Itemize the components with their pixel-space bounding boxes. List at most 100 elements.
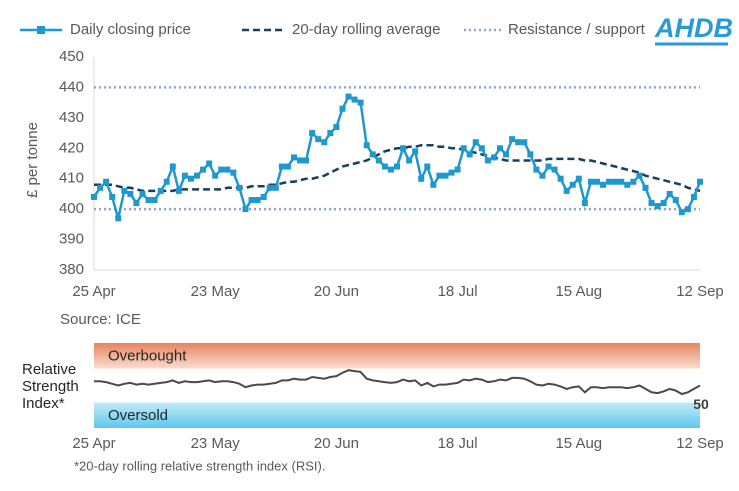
point — [424, 163, 431, 170]
x-tick-label: 25 Apr — [72, 435, 115, 452]
point — [230, 169, 237, 176]
point — [521, 139, 528, 146]
x-tick-label: 23 May — [191, 283, 241, 300]
point — [454, 166, 461, 173]
point — [412, 148, 419, 155]
point — [242, 206, 249, 213]
legend-marker — [37, 26, 45, 34]
point — [618, 178, 625, 185]
point — [375, 157, 382, 164]
y-tick-label: 390 — [59, 231, 84, 248]
point — [527, 151, 534, 158]
x-tick-label: 15 Aug — [555, 435, 602, 452]
point — [151, 197, 158, 204]
point — [272, 184, 279, 191]
legend-label: Daily closing price — [70, 21, 191, 38]
point — [575, 175, 582, 182]
point — [478, 145, 485, 152]
point — [169, 163, 176, 170]
y-tick-label: 440 — [59, 78, 84, 95]
point — [175, 187, 182, 194]
point — [394, 163, 400, 170]
point — [369, 151, 376, 158]
point — [509, 136, 516, 143]
point — [418, 175, 425, 182]
point — [612, 178, 619, 185]
point — [630, 178, 637, 185]
point — [533, 166, 540, 173]
point — [442, 172, 449, 179]
point — [684, 206, 691, 213]
point — [654, 203, 661, 210]
point — [624, 181, 631, 188]
point — [284, 163, 291, 170]
point — [303, 157, 310, 164]
point — [557, 175, 564, 182]
point — [357, 99, 364, 106]
legend-label: Resistance / support — [508, 21, 646, 38]
point — [606, 178, 613, 185]
point — [212, 172, 219, 179]
point — [333, 123, 340, 130]
point — [345, 93, 352, 100]
point — [569, 181, 576, 188]
point — [206, 160, 213, 167]
point — [139, 190, 146, 197]
point — [315, 136, 322, 143]
y-tick-label: 380 — [59, 261, 84, 278]
point — [103, 178, 110, 185]
point — [290, 154, 297, 161]
point — [200, 166, 207, 173]
point — [515, 139, 522, 146]
point — [551, 166, 558, 173]
point — [121, 187, 128, 194]
band-label: Overbought — [108, 348, 187, 365]
point — [660, 200, 667, 207]
footnote: *20-day rolling relative strength index … — [74, 458, 325, 473]
point — [115, 215, 122, 222]
point — [642, 184, 649, 191]
point — [648, 200, 655, 207]
point — [430, 181, 437, 188]
x-tick-label: 18 Jul — [438, 283, 478, 300]
series-line — [92, 94, 702, 219]
point — [339, 105, 346, 112]
point — [697, 178, 703, 185]
point — [563, 187, 570, 194]
point — [218, 166, 225, 173]
point — [406, 157, 413, 164]
band-label: Oversold — [108, 407, 168, 424]
x-tick-label: 20 Jun — [314, 283, 359, 300]
x-tick-label: 18 Jul — [438, 435, 478, 452]
y-axis-label: Index* — [22, 395, 65, 412]
y-tick-label: 400 — [59, 200, 84, 217]
point — [309, 130, 316, 137]
point — [466, 151, 473, 158]
point — [327, 130, 334, 137]
point — [236, 184, 243, 191]
point — [91, 193, 97, 200]
point — [581, 200, 588, 207]
point — [636, 172, 643, 179]
point — [260, 193, 267, 200]
legend-label: 20-day rolling average — [292, 21, 440, 38]
point — [266, 184, 273, 191]
point — [297, 157, 304, 164]
point — [678, 209, 685, 216]
x-tick-label: 15 Aug — [555, 283, 602, 300]
point — [545, 163, 552, 170]
x-tick-label: 20 Jun — [314, 435, 359, 452]
point — [381, 163, 388, 170]
y-tick-label: 410 — [59, 170, 84, 187]
point — [278, 163, 285, 170]
point — [97, 184, 104, 191]
point — [436, 172, 443, 179]
point — [157, 187, 164, 194]
point — [672, 197, 679, 204]
band — [94, 343, 700, 369]
point — [503, 151, 510, 158]
y-axis-label: £ per tonne — [24, 122, 41, 198]
y-tick-label: 430 — [59, 109, 84, 126]
point — [666, 190, 673, 197]
point — [600, 181, 607, 188]
